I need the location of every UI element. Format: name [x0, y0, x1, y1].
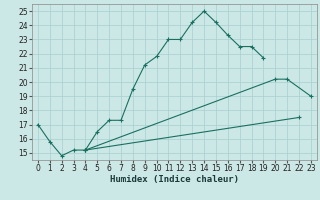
X-axis label: Humidex (Indice chaleur): Humidex (Indice chaleur) — [110, 175, 239, 184]
